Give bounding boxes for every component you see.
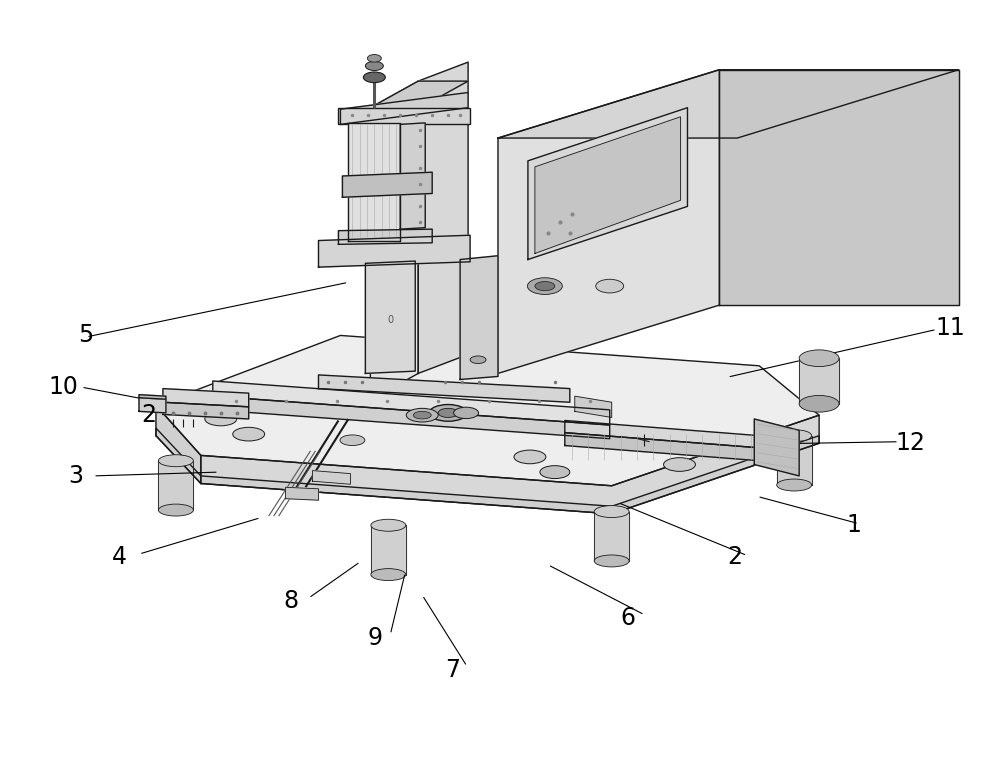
Polygon shape — [535, 117, 680, 254]
Polygon shape — [342, 172, 432, 197]
Ellipse shape — [438, 408, 458, 418]
Ellipse shape — [371, 568, 406, 581]
Ellipse shape — [454, 407, 479, 418]
Polygon shape — [565, 433, 759, 461]
Polygon shape — [163, 402, 249, 419]
Polygon shape — [201, 415, 819, 514]
Ellipse shape — [205, 412, 237, 426]
Ellipse shape — [594, 506, 629, 517]
Polygon shape — [565, 421, 759, 448]
Ellipse shape — [233, 427, 265, 441]
Polygon shape — [754, 419, 799, 476]
Ellipse shape — [429, 405, 467, 421]
Ellipse shape — [594, 555, 629, 567]
Ellipse shape — [340, 435, 365, 446]
Ellipse shape — [777, 430, 812, 442]
Text: 12: 12 — [896, 431, 926, 455]
Ellipse shape — [664, 458, 695, 472]
Polygon shape — [340, 92, 468, 124]
Polygon shape — [575, 396, 612, 418]
Text: 0: 0 — [387, 315, 393, 325]
Text: 10: 10 — [48, 375, 78, 399]
Ellipse shape — [535, 281, 555, 290]
Ellipse shape — [596, 279, 624, 293]
Ellipse shape — [777, 479, 812, 491]
Text: 8: 8 — [283, 589, 298, 613]
Ellipse shape — [527, 277, 562, 294]
Ellipse shape — [799, 395, 839, 412]
Polygon shape — [498, 69, 719, 373]
Polygon shape — [286, 487, 319, 500]
Text: 2: 2 — [727, 545, 742, 569]
Polygon shape — [365, 261, 415, 373]
Text: 4: 4 — [112, 545, 127, 569]
Polygon shape — [163, 389, 249, 407]
Polygon shape — [213, 381, 610, 425]
Polygon shape — [370, 81, 418, 400]
Ellipse shape — [365, 62, 383, 70]
Ellipse shape — [363, 72, 385, 82]
Ellipse shape — [470, 356, 486, 363]
Polygon shape — [719, 69, 959, 305]
Polygon shape — [156, 335, 819, 485]
Polygon shape — [156, 428, 819, 514]
Polygon shape — [139, 398, 166, 413]
Text: 2: 2 — [141, 403, 156, 427]
Ellipse shape — [406, 408, 438, 422]
Polygon shape — [319, 235, 470, 267]
Polygon shape — [348, 123, 400, 241]
Polygon shape — [528, 107, 687, 260]
Ellipse shape — [413, 411, 431, 419]
Text: 1: 1 — [847, 514, 861, 537]
Ellipse shape — [540, 466, 570, 479]
Polygon shape — [400, 123, 425, 229]
Polygon shape — [799, 358, 839, 404]
Polygon shape — [460, 256, 498, 379]
Text: 7: 7 — [445, 658, 460, 681]
Ellipse shape — [158, 455, 193, 466]
FancyBboxPatch shape — [338, 107, 470, 124]
Polygon shape — [139, 395, 166, 399]
Polygon shape — [158, 461, 193, 510]
Polygon shape — [371, 525, 406, 575]
Ellipse shape — [514, 450, 546, 464]
Text: 11: 11 — [936, 316, 966, 340]
Polygon shape — [156, 405, 201, 484]
Text: 6: 6 — [620, 606, 635, 630]
Polygon shape — [213, 396, 610, 439]
Polygon shape — [313, 471, 350, 485]
Polygon shape — [418, 62, 468, 373]
Ellipse shape — [371, 519, 406, 531]
Polygon shape — [338, 229, 432, 245]
Ellipse shape — [367, 55, 381, 62]
Polygon shape — [594, 511, 629, 561]
Ellipse shape — [799, 350, 839, 367]
Ellipse shape — [158, 504, 193, 516]
Polygon shape — [370, 81, 468, 107]
Text: 5: 5 — [79, 323, 94, 347]
Text: 9: 9 — [368, 626, 383, 650]
Polygon shape — [498, 69, 959, 138]
Text: 3: 3 — [69, 464, 84, 488]
Polygon shape — [319, 375, 570, 402]
Polygon shape — [777, 436, 812, 485]
